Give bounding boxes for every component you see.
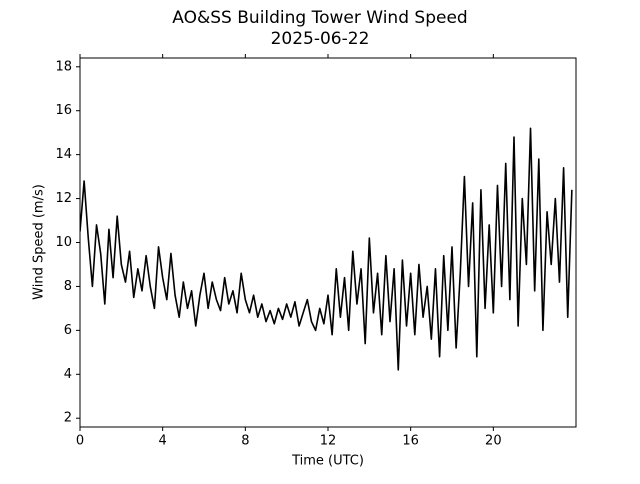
- y-tick-label: 2: [64, 411, 72, 426]
- y-tick-label: 8: [64, 279, 72, 294]
- x-axis-label: Time (UTC): [291, 454, 364, 469]
- y-tick-label: 10: [55, 235, 72, 250]
- x-tick-label: 4: [159, 434, 167, 449]
- y-tick-label: 14: [55, 147, 72, 162]
- line-series: [80, 127, 573, 371]
- chart-subtitle: 2025-06-22: [271, 29, 370, 49]
- x-tick-label: 12: [320, 434, 337, 449]
- y-tick-label: 12: [55, 191, 72, 206]
- y-axis-label: Wind Speed (m/s): [32, 184, 47, 300]
- y-tick-label: 18: [55, 59, 72, 74]
- y-tick-label: 16: [55, 103, 72, 118]
- x-tick-label: 8: [241, 434, 249, 449]
- x-tick-label: 0: [76, 434, 84, 449]
- chart-title: AO&SS Building Tower Wind Speed: [172, 8, 467, 28]
- y-tick-label: 4: [64, 367, 72, 382]
- plot-frame: [79, 57, 577, 428]
- x-tick-label: 20: [485, 434, 502, 449]
- x-tick-label: 16: [402, 434, 419, 449]
- y-tick-label: 6: [64, 323, 72, 338]
